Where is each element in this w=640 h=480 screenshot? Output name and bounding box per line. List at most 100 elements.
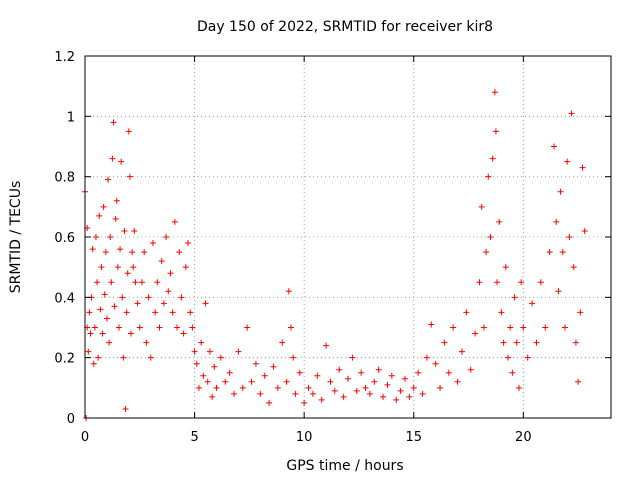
y-tick-label: 0.8 (54, 171, 75, 186)
data-point (397, 387, 404, 394)
data-point (92, 234, 99, 240)
data-point (178, 294, 185, 301)
data-point (122, 405, 129, 412)
data-point (375, 366, 382, 373)
data-point (160, 300, 167, 307)
data-point (340, 393, 347, 400)
data-point (388, 372, 395, 379)
data-point (533, 339, 540, 346)
data-point (496, 218, 503, 225)
data-point (266, 399, 273, 406)
data-point (118, 158, 125, 165)
data-point (577, 309, 584, 316)
x-tick-label: 10 (296, 430, 313, 445)
data-point (458, 348, 465, 355)
data-point (209, 393, 216, 400)
data-point (546, 249, 553, 256)
data-point (103, 315, 110, 322)
data-point (165, 288, 172, 295)
y-tick-label: 1.2 (54, 50, 75, 65)
chart-title: Day 150 of 2022, SRMTID for receiver kir… (197, 19, 493, 35)
data-point (115, 324, 122, 331)
x-tick-label: 20 (515, 430, 532, 445)
data-point (318, 396, 325, 403)
data-point (257, 390, 264, 397)
data-point (97, 306, 104, 313)
data-point (579, 164, 586, 171)
data-point (555, 288, 562, 295)
data-point (323, 342, 330, 349)
data-point (561, 324, 568, 331)
data-point (121, 227, 128, 234)
data-point (239, 384, 246, 391)
data-point (95, 354, 102, 361)
data-point (476, 279, 483, 286)
data-point (537, 279, 544, 286)
data-point (301, 399, 308, 406)
data-point (134, 300, 141, 307)
data-point (102, 249, 109, 256)
data-point (285, 288, 292, 295)
data-point (110, 119, 117, 126)
data-point (202, 300, 209, 307)
data-point (213, 384, 220, 391)
y-axis: 0 0.2 0.4 0.6 0.8 1 1.2 (54, 50, 611, 427)
data-point (384, 381, 391, 388)
data-point (478, 203, 485, 210)
data-point (124, 270, 131, 277)
y-tick-label: 0.2 (54, 352, 75, 367)
data-point (483, 249, 490, 256)
data-point (568, 110, 575, 117)
data-point (222, 378, 229, 385)
x-axis: 0 5 10 15 20 (81, 56, 532, 445)
data-point (292, 390, 299, 397)
data-point (187, 309, 194, 316)
x-tick-label: 5 (190, 430, 198, 445)
data-point (96, 212, 103, 219)
data-point (485, 173, 492, 180)
data-point (87, 330, 94, 337)
data-point (509, 369, 516, 376)
data-point (98, 264, 105, 271)
data-point (112, 215, 119, 222)
data-point (290, 354, 297, 361)
data-point (511, 294, 518, 301)
data-point (570, 264, 577, 271)
data-point (270, 363, 277, 370)
data-point (131, 227, 138, 234)
data-point (283, 378, 290, 385)
data-point (89, 246, 96, 253)
y-tick-label: 0.4 (54, 291, 75, 306)
data-point (129, 249, 136, 256)
data-point (174, 324, 181, 331)
data-point (345, 375, 351, 382)
data-point (169, 309, 176, 316)
data-point (195, 384, 202, 391)
data-point (557, 188, 564, 195)
data-point (428, 321, 435, 328)
x-tick-label: 0 (81, 430, 89, 445)
data-point (85, 348, 92, 355)
data-point (261, 372, 268, 379)
data-point (327, 378, 334, 385)
data-point (143, 339, 150, 346)
data-point (551, 143, 558, 150)
data-point (380, 393, 387, 400)
data-point (244, 324, 251, 331)
data-point (191, 348, 198, 355)
data-point (507, 324, 514, 331)
data-point (145, 294, 152, 301)
data-point (445, 369, 452, 376)
data-points (82, 89, 588, 421)
data-point (393, 396, 400, 403)
data-point (117, 246, 124, 253)
data-point (114, 264, 121, 271)
data-point (248, 378, 255, 385)
data-point (529, 300, 536, 307)
data-point (180, 330, 187, 337)
data-point (130, 264, 137, 271)
data-point (524, 354, 531, 361)
data-point (362, 384, 369, 391)
data-point (450, 324, 457, 331)
data-point (138, 279, 145, 286)
